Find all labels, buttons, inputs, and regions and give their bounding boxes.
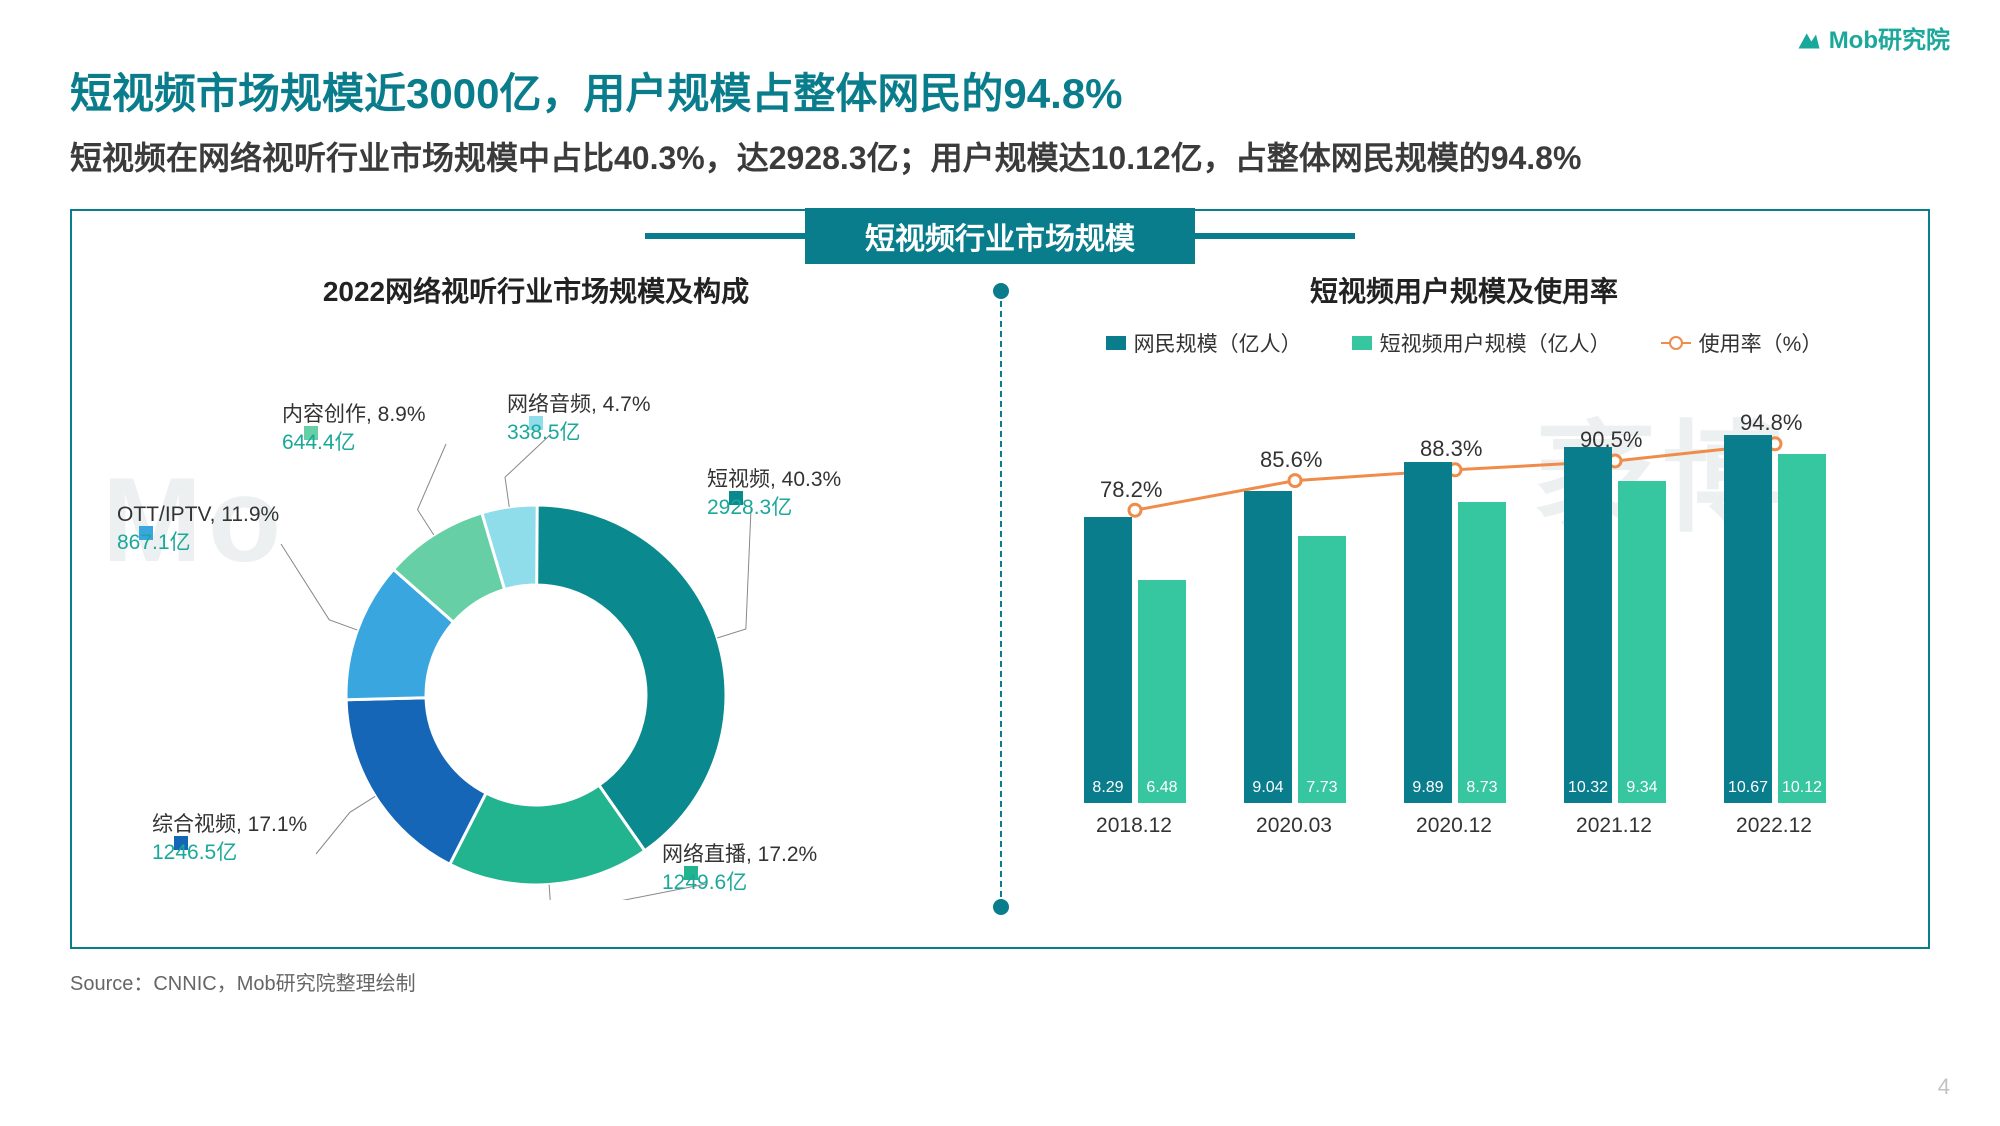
bar-value: 10.67 bbox=[1724, 779, 1772, 797]
donut-label: OTT/IPTV, 11.9%867.1亿 bbox=[117, 501, 279, 556]
bar-netizens: 9.04 bbox=[1244, 491, 1292, 803]
x-category: 2018.12 bbox=[1074, 814, 1194, 838]
page-title: 短视频市场规模近3000亿，用户规模占整体网民的94.8% bbox=[70, 60, 1930, 121]
rate-label: 88.3% bbox=[1420, 436, 1482, 462]
legend-item: 使用率（%） bbox=[1661, 328, 1823, 358]
bar-group: 8.29 6.48 bbox=[1084, 517, 1186, 803]
panel-ribbon: 短视频行业市场规模 bbox=[645, 208, 1355, 264]
bar-group: 9.89 8.73 bbox=[1404, 462, 1506, 804]
legend-item: 网民规模（亿人） bbox=[1106, 328, 1302, 358]
bar-netizens: 9.89 bbox=[1404, 462, 1452, 804]
x-category: 2022.12 bbox=[1714, 814, 1834, 838]
bar-value: 9.34 bbox=[1618, 779, 1666, 797]
rate-point bbox=[1289, 475, 1301, 487]
slide: Mob研究院 短视频市场规模近3000亿，用户规模占整体网民的94.8% 短视频… bbox=[0, 0, 2000, 1126]
donut-label: 内容创作, 8.9%644.4亿 bbox=[282, 401, 426, 456]
rate-label: 94.8% bbox=[1740, 410, 1802, 436]
rate-label: 85.6% bbox=[1260, 447, 1322, 473]
bar-sv-users: 7.73 bbox=[1298, 536, 1346, 803]
bar-netizens: 10.67 bbox=[1724, 435, 1772, 804]
page-subtitle: 短视频在网络视听行业市场规模中占比40.3%，达2928.3亿；用户规模达10.… bbox=[70, 135, 1930, 181]
bar-netizens: 10.32 bbox=[1564, 447, 1612, 804]
ribbon-label: 短视频行业市场规模 bbox=[805, 208, 1195, 264]
barline-plot: 8.29 6.48 2018.12 78.2% 9.04 7.73 2020.03 85.6%… bbox=[1060, 378, 1868, 838]
barline-legend: 网民规模（亿人） 短视频用户规模（亿人） 使用率（%） bbox=[1040, 328, 1888, 358]
rate-point bbox=[1129, 505, 1141, 517]
bar-value: 8.73 bbox=[1458, 779, 1506, 797]
bar-value: 9.89 bbox=[1404, 779, 1452, 797]
bar-value: 6.48 bbox=[1138, 779, 1186, 797]
page-number: 4 bbox=[1938, 1074, 1950, 1100]
donut-slice bbox=[536, 505, 726, 851]
bar-group: 9.04 7.73 bbox=[1244, 491, 1346, 803]
bar-group: 10.32 9.34 bbox=[1564, 447, 1666, 804]
brand-text: Mob研究院 bbox=[1829, 20, 1950, 55]
x-category: 2020.12 bbox=[1394, 814, 1514, 838]
bar-sv-users: 9.34 bbox=[1618, 481, 1666, 804]
bar-value: 10.12 bbox=[1778, 779, 1826, 797]
donut-label: 网络直播, 17.2%1249.6亿 bbox=[662, 841, 817, 896]
logo-icon bbox=[1795, 24, 1823, 52]
bar-netizens: 8.29 bbox=[1084, 517, 1132, 803]
legend-item: 短视频用户规模（亿人） bbox=[1352, 328, 1611, 358]
bar-value: 9.04 bbox=[1244, 779, 1292, 797]
donut-label: 网络音频, 4.7%338.5亿 bbox=[507, 391, 651, 446]
rate-label: 78.2% bbox=[1100, 477, 1162, 503]
x-category: 2021.12 bbox=[1554, 814, 1674, 838]
barline-chart: 短视频用户规模及使用率 网民规模（亿人） 短视频用户规模（亿人） 使用率（%） 8.… bbox=[1000, 266, 1928, 947]
donut-label: 综合视频, 17.1%1246.5亿 bbox=[152, 811, 307, 866]
bar-value: 8.29 bbox=[1084, 779, 1132, 797]
brand-logo: Mob研究院 bbox=[1795, 20, 1950, 55]
rate-label: 90.5% bbox=[1580, 427, 1642, 453]
bar-value: 10.32 bbox=[1564, 779, 1612, 797]
bar-value: 7.73 bbox=[1298, 779, 1346, 797]
donut-title: 2022网络视听行业市场规模及构成 bbox=[72, 270, 1000, 310]
bar-sv-users: 8.73 bbox=[1458, 502, 1506, 804]
charts-panel: 短视频行业市场规模 Mo 袤博 2022网络视听行业市场规模及构成 短视频, 4… bbox=[70, 209, 1930, 949]
donut-chart: 2022网络视听行业市场规模及构成 短视频, 40.3%2928.3亿网络直播,… bbox=[72, 266, 1000, 947]
donut-label: 短视频, 40.3%2928.3亿 bbox=[707, 466, 841, 521]
bar-sv-users: 10.12 bbox=[1778, 454, 1826, 804]
x-category: 2020.03 bbox=[1234, 814, 1354, 838]
bar-group: 10.67 10.12 bbox=[1724, 435, 1826, 804]
bar-sv-users: 6.48 bbox=[1138, 580, 1186, 804]
barline-title: 短视频用户规模及使用率 bbox=[1000, 270, 1928, 310]
source-note: Source：CNNIC，Mob研究院整理绘制 bbox=[70, 967, 1930, 996]
